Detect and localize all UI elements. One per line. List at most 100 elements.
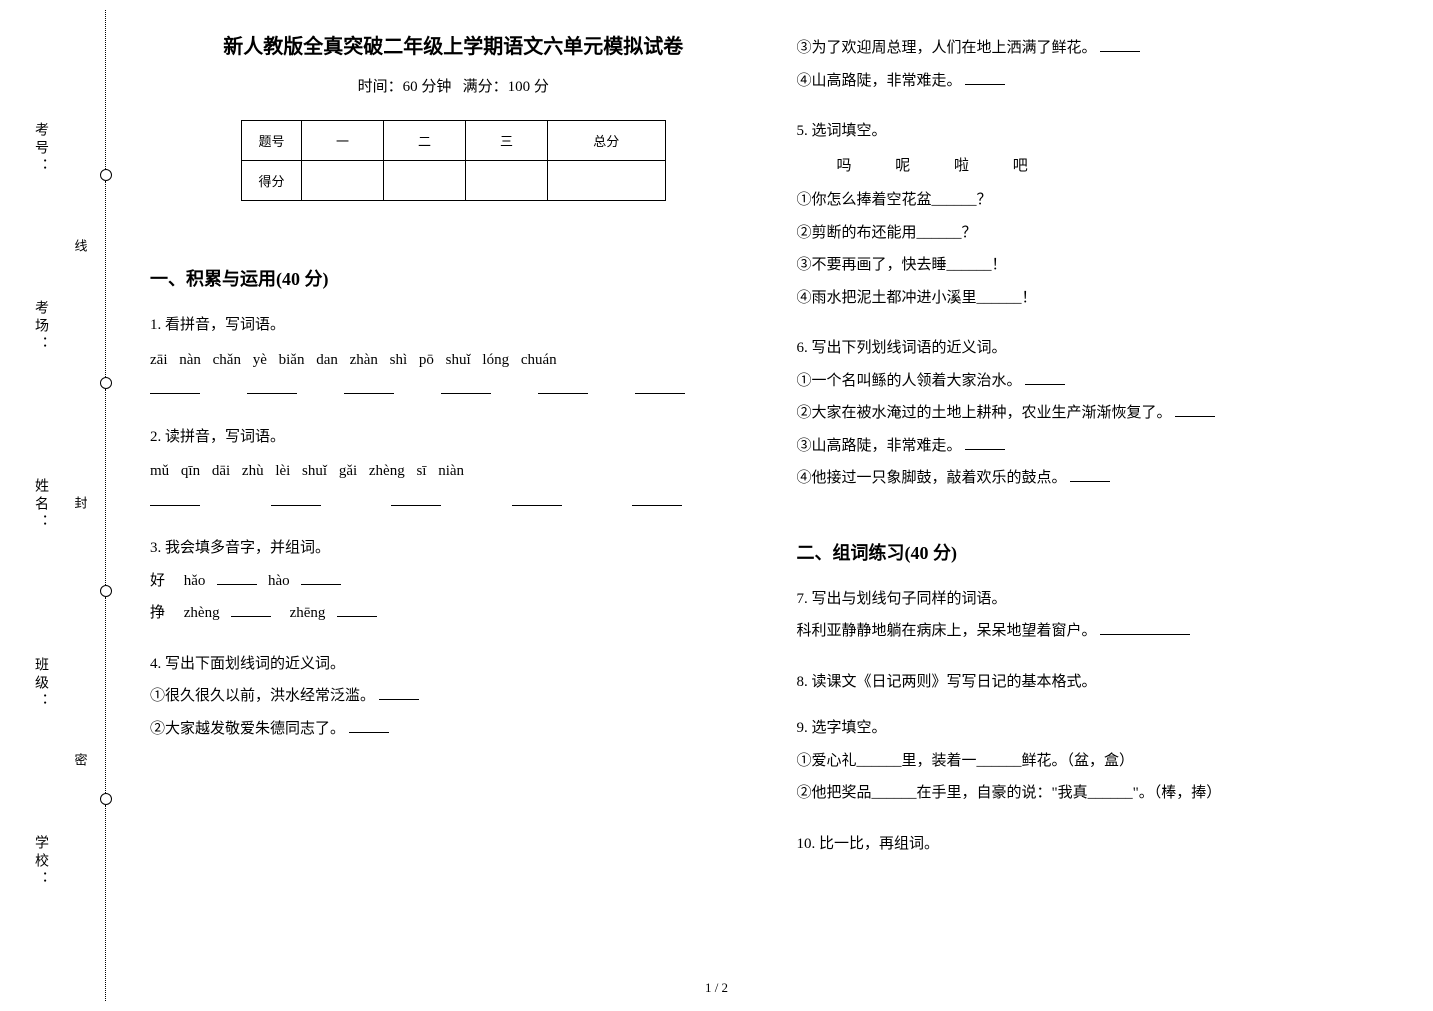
q6-item2: ②大家在被水淹过的土地上耕种，农业生产渐渐恢复了。 [797, 399, 1404, 428]
q6-item1: ①一个名叫鲧的人领着大家治水。 [797, 367, 1404, 396]
q7-prompt: 7. 写出与划线句子同样的词语。 [797, 585, 1404, 614]
q5-item4: ④雨水把泥土都冲进小溪里______！ [797, 284, 1404, 313]
score-cell[interactable] [465, 161, 547, 201]
answer-blank[interactable] [301, 570, 341, 585]
q1-blanks [150, 376, 757, 405]
answer-blank[interactable] [271, 491, 321, 506]
q5-options: 吗 呢 啦 吧 [837, 152, 1404, 181]
label-exam-id: 考号： [30, 122, 50, 176]
answer-blank[interactable] [391, 491, 441, 506]
cell-score-label: 得分 [241, 161, 301, 201]
binding-area: 考号： 考场： 姓名： 班级： 学校： 线 封 密 [0, 0, 130, 1011]
q5-item1: ①你怎么捧着空花盆______？ [797, 186, 1404, 215]
section-1-title: 一、积累与运用(40 分) [150, 265, 757, 291]
circle-marker-icon [100, 793, 112, 805]
answer-blank[interactable] [441, 379, 491, 394]
answer-blank[interactable] [635, 379, 685, 394]
label-name: 姓名： [30, 478, 50, 532]
cell-section-3: 三 [465, 121, 547, 161]
q3-pinyin2: hào [268, 573, 290, 589]
answer-blank[interactable] [1175, 402, 1215, 417]
q7-line-text: 科利亚静静地躺在病床上，呆呆地望着窗户。 [797, 623, 1097, 639]
binding-text-mi: 密 [71, 753, 90, 772]
answer-blank[interactable] [247, 379, 297, 394]
main-content: 新人教版全真突破二年级上学期语文六单元模拟试卷 时间：60 分钟 满分：100 … [150, 30, 1403, 981]
q4-item2: ②大家越发敬爱朱德同志了。 [150, 715, 757, 744]
time-label: 时间：60 分钟 [358, 79, 452, 95]
left-column: 新人教版全真突破二年级上学期语文六单元模拟试卷 时间：60 分钟 满分：100 … [150, 30, 757, 981]
q9-item2: ②他把奖品______在手里，自豪的说："我真______"。（棒，捧） [797, 779, 1404, 808]
q6-item4-text: ④他接过一只象脚鼓，敲着欢乐的鼓点。 [797, 470, 1067, 486]
answer-blank[interactable] [512, 491, 562, 506]
q6-prompt: 6. 写出下列划线词语的近义词。 [797, 334, 1404, 363]
score-cell[interactable] [383, 161, 465, 201]
answer-blank[interactable] [150, 491, 200, 506]
q4-item4-text: ④山高路陡，非常难走。 [797, 73, 962, 89]
q7-line: 科利亚静静地躺在病床上，呆呆地望着窗户。 [797, 617, 1404, 646]
section-2-title: 二、组词练习(40 分) [797, 539, 1404, 565]
label-school: 学校： [30, 835, 50, 889]
score-cell[interactable] [301, 161, 383, 201]
q9-item1: ①爱心礼______里，装着一______鲜花。（盆，盒） [797, 747, 1404, 776]
table-row: 得分 [241, 161, 665, 201]
binding-text-xian: 线 [71, 239, 90, 258]
q6-item1-text: ①一个名叫鲧的人领着大家治水。 [797, 373, 1022, 389]
exam-title: 新人教版全真突破二年级上学期语文六单元模拟试卷 [150, 30, 757, 59]
q3-char2: 挣 [150, 605, 165, 621]
answer-blank[interactable] [632, 491, 682, 506]
q5-item2: ②剪断的布还能用______？ [797, 219, 1404, 248]
answer-blank[interactable] [217, 570, 257, 585]
question-2: 2. 读拼音，写词语。 mǔ qīn dāi zhù lèi shuǐ gǎi … [150, 423, 757, 517]
question-9: 9. 选字填空。 ①爱心礼______里，装着一______鲜花。（盆，盒） ②… [797, 714, 1404, 812]
right-column: ③为了欢迎周总理，人们在地上洒满了鲜花。 ④山高路陡，非常难走。 5. 选词填空… [797, 30, 1404, 981]
answer-blank[interactable] [379, 685, 419, 700]
cell-question-num: 题号 [241, 121, 301, 161]
q4-item4: ④山高路陡，非常难走。 [797, 67, 1404, 96]
question-10: 10. 比一比，再组词。 [797, 830, 1404, 859]
label-exam-room: 考场： [30, 300, 50, 354]
answer-blank[interactable] [965, 435, 1005, 450]
q4-prompt: 4. 写出下面划线词的近义词。 [150, 650, 757, 679]
label-class: 班级： [30, 657, 50, 711]
q4-item3-text: ③为了欢迎周总理，人们在地上洒满了鲜花。 [797, 40, 1097, 56]
answer-blank[interactable] [1100, 37, 1140, 52]
q6-item3: ③山高路陡，非常难走。 [797, 432, 1404, 461]
exam-subtitle: 时间：60 分钟 满分：100 分 [150, 75, 757, 96]
q3-pinyin1: hǎo [184, 573, 206, 589]
answer-blank[interactable] [337, 602, 377, 617]
cell-section-1: 一 [301, 121, 383, 161]
answer-blank[interactable] [1025, 370, 1065, 385]
question-8: 8. 读课文《日记两则》写写日记的基本格式。 [797, 668, 1404, 697]
q1-pinyin: zāi nàn chǎn yè biǎn dan zhàn shì pō shu… [150, 346, 757, 375]
q10-prompt: 10. 比一比，再组词。 [797, 830, 1404, 859]
answer-blank[interactable] [349, 718, 389, 733]
table-row: 题号 一 二 三 总分 [241, 121, 665, 161]
q6-item4: ④他接过一只象脚鼓，敲着欢乐的鼓点。 [797, 464, 1404, 493]
q9-prompt: 9. 选字填空。 [797, 714, 1404, 743]
question-3: 3. 我会填多音字，并组词。 好 hǎo hào 挣 zhèng zhēng [150, 534, 757, 632]
binding-labels-column: 考号： 考场： 姓名： 班级： 学校： [30, 0, 50, 1011]
answer-blank[interactable] [1100, 620, 1190, 635]
binding-dotted-line [100, 10, 120, 1001]
score-cell[interactable] [547, 161, 665, 201]
q2-blanks [150, 488, 757, 517]
question-6: 6. 写出下列划线词语的近义词。 ①一个名叫鲧的人领着大家治水。 ②大家在被水淹… [797, 334, 1404, 497]
answer-blank[interactable] [344, 379, 394, 394]
binding-text-feng: 封 [71, 496, 90, 515]
answer-blank[interactable] [150, 379, 200, 394]
answer-blank[interactable] [965, 70, 1005, 85]
full-score-label: 满分：100 分 [463, 79, 549, 95]
answer-blank[interactable] [1070, 467, 1110, 482]
cell-section-2: 二 [383, 121, 465, 161]
q4-item1-text: ①很久很久以前，洪水经常泛滥。 [150, 688, 375, 704]
answer-blank[interactable] [538, 379, 588, 394]
q3-line2: 挣 zhèng zhēng [150, 599, 757, 628]
q3-pinyin3: zhèng [184, 605, 220, 621]
q6-item2-text: ②大家在被水淹过的土地上耕种，农业生产渐渐恢复了。 [797, 405, 1172, 421]
question-4: 4. 写出下面划线词的近义词。 ①很久很久以前，洪水经常泛滥。 ②大家越发敬爱朱… [150, 650, 757, 748]
answer-blank[interactable] [231, 602, 271, 617]
question-4-cont: ③为了欢迎周总理，人们在地上洒满了鲜花。 ④山高路陡，非常难走。 [797, 30, 1404, 99]
q3-pinyin4: zhēng [290, 605, 326, 621]
q3-prompt: 3. 我会填多音字，并组词。 [150, 534, 757, 563]
binding-text-column: 线 封 密 [70, 0, 90, 1011]
